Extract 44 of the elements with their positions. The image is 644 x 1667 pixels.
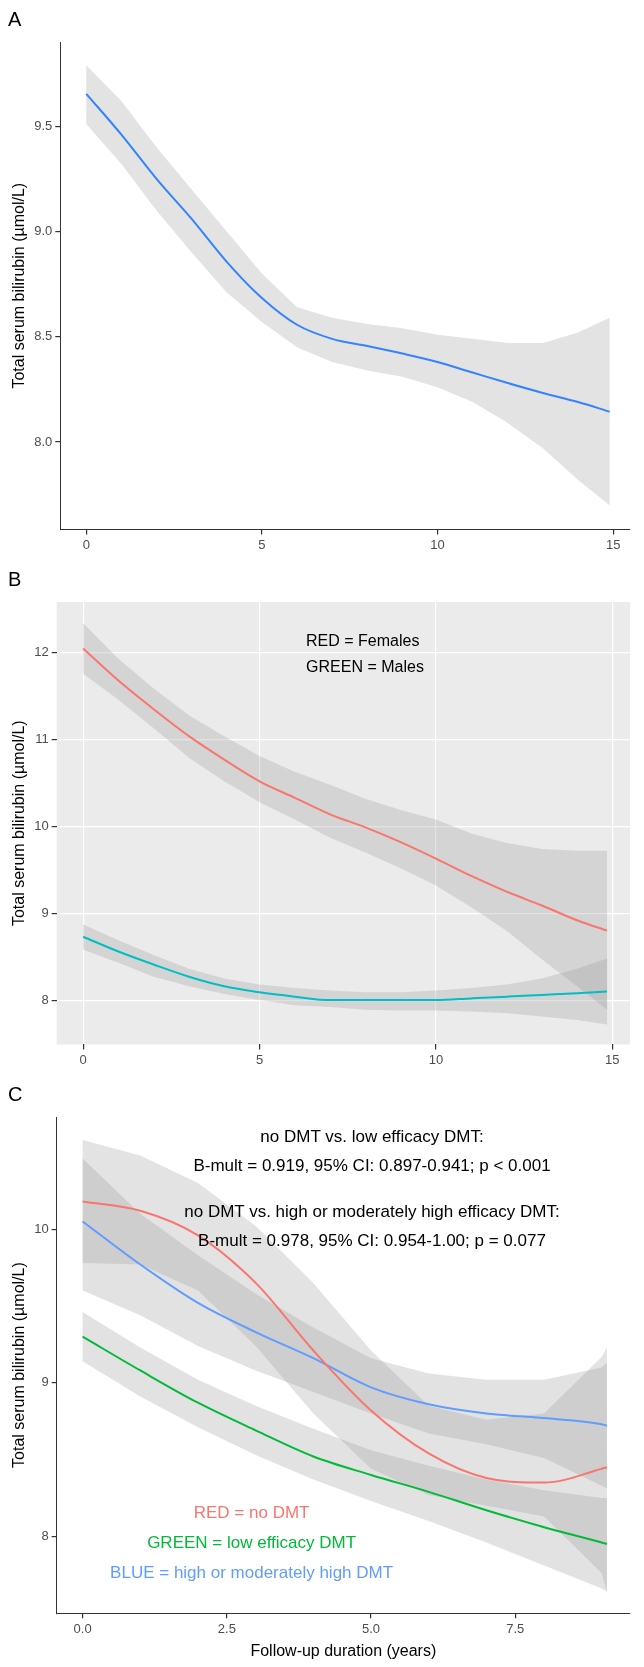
x-tick-label: 5 (255, 1051, 264, 1067)
annotation: B-mult = 0.919, 95% CI: 0.897-0.941; p < 0.001 (193, 1155, 551, 1175)
x-tick-label: 15 (605, 1051, 620, 1067)
x-tick-label: 15 (605, 536, 621, 552)
line-series (82, 647, 609, 932)
y-tick-label: 10 (34, 1220, 49, 1236)
y-tick-label: 11 (35, 731, 49, 747)
x-axis-title: Follow-up duration (years) (250, 1641, 437, 1659)
chart-title: A (8, 7, 22, 30)
y-tick-label: 8.0 (34, 433, 53, 449)
line-series (82, 935, 609, 1002)
y-tick-label: 9.5 (34, 117, 53, 133)
x-tick-label: 2.5 (217, 1620, 236, 1636)
y-axis-title: Total serum bilirubin (µmol/L) (10, 720, 28, 927)
x-tick-label: 10 (428, 1051, 444, 1067)
text: RED = no DMT (193, 1502, 310, 1522)
annotation: GREEN = Males (306, 658, 424, 676)
y-tick-label: 8 (41, 1527, 49, 1543)
x-tick-label: 0 (79, 1051, 87, 1067)
x-tick-label: 0.0 (73, 1620, 92, 1636)
x-tick-label: 10 (430, 536, 445, 552)
annotation: B-mult = 0.978, 95% CI: 0.954-1.00; p = 0.077 (198, 1230, 546, 1250)
y-tick-label: 9 (41, 1374, 49, 1390)
chart-title: C (8, 1082, 23, 1105)
y-tick-label: 8 (41, 991, 49, 1007)
y-axis-title: Total serum bilirubin (µmol/L) (10, 1262, 28, 1468)
annotation: no DMT vs. high or moderately high efficacy DMT: (184, 1201, 560, 1221)
x-tick-label: 0 (82, 536, 90, 552)
y-tick-label: 9.0 (34, 223, 53, 239)
y-tick-label: 12 (34, 644, 49, 660)
y-tick-label: 9 (41, 904, 49, 920)
y-axis-title: Total serum bilirubin (µmol/L) (10, 182, 28, 389)
x-tick-label: 5.0 (361, 1620, 381, 1636)
y-tick-label: 8.5 (34, 328, 53, 344)
line-series (85, 92, 611, 413)
y-tick-label: 10 (34, 818, 49, 834)
chart-title: B (8, 567, 22, 590)
x-tick-label: 7.5 (506, 1620, 525, 1636)
annotation: RED = Females (306, 632, 420, 650)
text: BLUE = high or moderately high DMT (110, 1562, 394, 1582)
text: GREEN = low efficacy DMT (147, 1532, 357, 1552)
line-series (81, 1220, 608, 1427)
x-tick-label: 5 (258, 536, 266, 552)
annotation: no DMT vs. low efficacy DMT: (260, 1126, 484, 1146)
